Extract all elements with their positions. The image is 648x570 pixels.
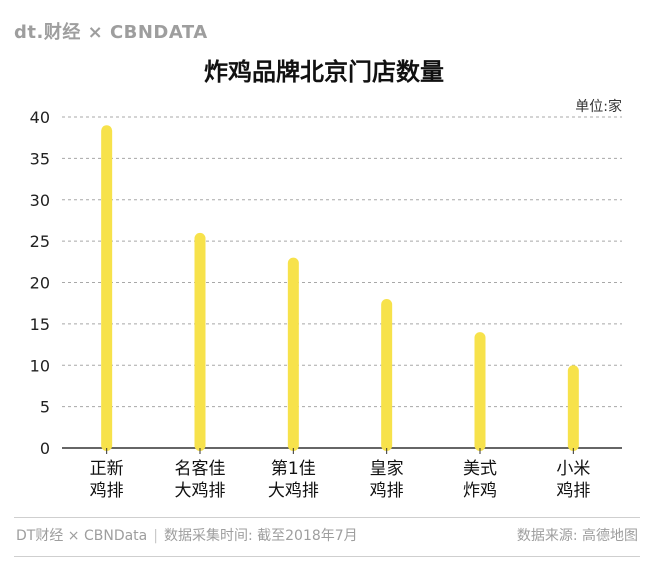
footer-collection-time: 数据采集时间: 截至2018年7月 bbox=[163, 528, 358, 544]
x-tick-label: 大鸡排 bbox=[175, 481, 226, 501]
bar bbox=[194, 232, 206, 451]
y-tick-label: 40 bbox=[30, 108, 50, 127]
bar bbox=[101, 125, 113, 452]
x-tick-label: 正新 bbox=[90, 459, 124, 479]
chart-title: 炸鸡品牌北京门店数量 bbox=[204, 58, 444, 86]
bar bbox=[287, 257, 299, 451]
y-tick-label: 25 bbox=[30, 232, 50, 251]
footer-left: DT财经 × CBNData | 数据采集时间: 截至2018年7月 bbox=[16, 525, 358, 545]
y-tick-label: 15 bbox=[30, 315, 50, 334]
y-tick-label: 0 bbox=[40, 439, 50, 458]
y-tick-label: 10 bbox=[30, 356, 50, 375]
y-tick-label: 20 bbox=[30, 274, 50, 293]
footer-divider bbox=[14, 517, 640, 518]
bar bbox=[567, 365, 579, 451]
x-tick-label: 鸡排 bbox=[556, 481, 590, 501]
x-tick-label: 小米 bbox=[556, 459, 590, 479]
bar bbox=[381, 299, 393, 451]
bar-chart: 0510152025303540单位:家正新鸡排名客佳大鸡排第1佳大鸡排皇家鸡排… bbox=[30, 98, 622, 501]
y-tick-label: 35 bbox=[30, 149, 50, 168]
x-tick-label: 名客佳 bbox=[175, 459, 226, 479]
footer-brand: DT财经 × CBNData bbox=[16, 528, 148, 544]
x-tick-label: 鸡排 bbox=[370, 481, 404, 501]
bar bbox=[474, 332, 486, 451]
x-tick-label: 大鸡排 bbox=[268, 481, 319, 501]
footer-separator: | bbox=[153, 528, 158, 544]
x-tick-label: 炸鸡 bbox=[463, 481, 497, 501]
x-tick-label: 第1佳 bbox=[271, 459, 316, 479]
y-tick-label: 5 bbox=[40, 398, 50, 417]
y-tick-label: 30 bbox=[30, 191, 50, 210]
footer-source: 数据来源: 高德地图 bbox=[516, 528, 638, 544]
x-tick-label: 皇家 bbox=[370, 459, 404, 479]
header-logo: dt.财经 × CBNDATA bbox=[14, 22, 208, 43]
bottom-divider bbox=[14, 556, 640, 557]
x-tick-label: 美式 bbox=[463, 459, 497, 479]
x-tick-label: 鸡排 bbox=[90, 481, 124, 501]
unit-label: 单位:家 bbox=[575, 98, 622, 115]
